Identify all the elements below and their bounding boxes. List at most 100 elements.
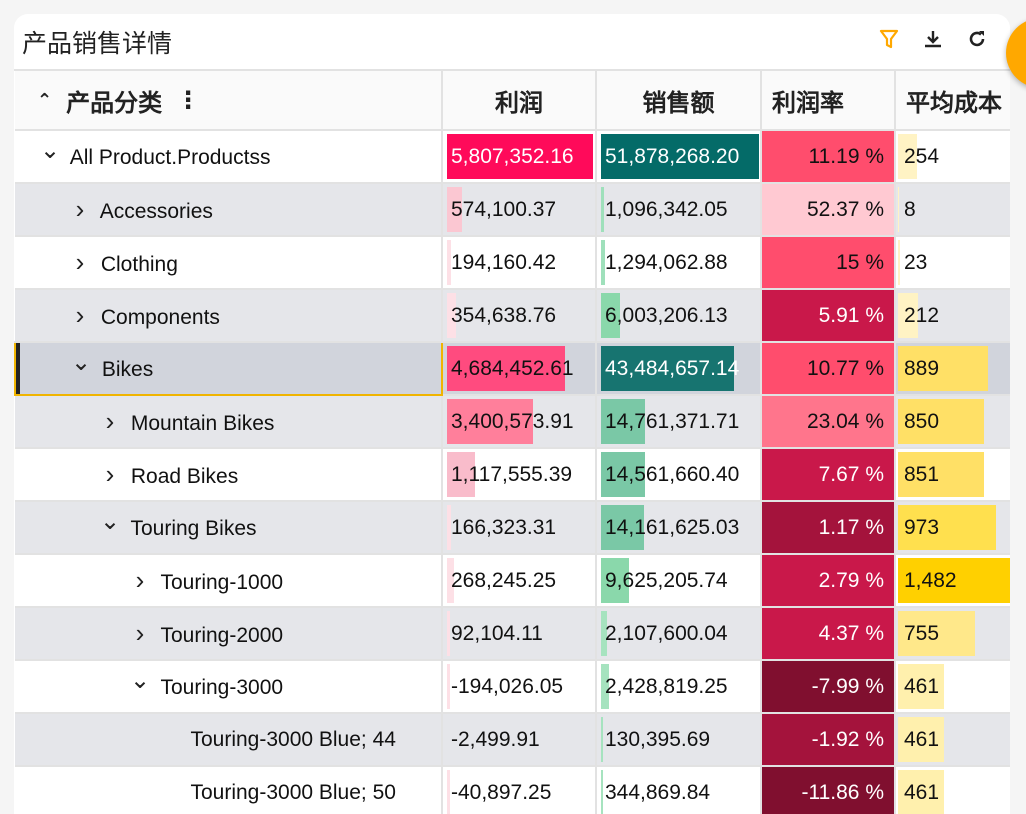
profit-rate-cell[interactable]: 10.77 %: [761, 342, 896, 396]
table-row[interactable]: ⌄ All Product.Productss 5,807,352.16 51,…: [15, 130, 1010, 184]
row-label-cell[interactable]: › Clothing: [15, 236, 443, 290]
chevron-down-icon[interactable]: ⌄: [99, 508, 121, 535]
sort-icon[interactable]: ⌃: [37, 89, 53, 110]
row-label-cell[interactable]: ⌄ Bikes: [14, 341, 443, 396]
column-menu-icon[interactable]: ⋮: [176, 86, 201, 114]
header-avg-cost[interactable]: 平均成本: [895, 71, 1010, 131]
sales-cell[interactable]: 1,294,062.88: [596, 236, 762, 290]
download-icon[interactable]: [922, 28, 944, 56]
chevron-right-icon[interactable]: ›: [105, 406, 115, 436]
avg-cost-cell[interactable]: 889: [895, 342, 1010, 396]
chevron-right-icon[interactable]: ›: [105, 459, 115, 489]
profit-rate-cell[interactable]: -7.99 %: [761, 660, 896, 714]
profit-rate-cell[interactable]: 15 %: [761, 236, 896, 290]
row-label-cell[interactable]: › Road Bikes: [15, 448, 443, 502]
avg-cost-cell[interactable]: 23: [895, 236, 1010, 290]
chevron-down-icon[interactable]: ⌄: [70, 349, 92, 376]
avg-cost-cell[interactable]: 850: [895, 395, 1010, 449]
sales-cell[interactable]: 344,869.84: [596, 766, 762, 814]
chevron-right-icon[interactable]: ›: [75, 194, 85, 224]
chevron-down-icon[interactable]: ⌄: [39, 137, 61, 164]
avg-cost-cell[interactable]: 461: [895, 766, 1010, 814]
avg-cost-cell[interactable]: 461: [895, 713, 1010, 767]
sales-cell[interactable]: 2,107,600.04: [596, 607, 762, 661]
row-label-cell[interactable]: Touring-3000 Blue; 44: [15, 713, 443, 767]
table-row[interactable]: ⌄ Touring Bikes 166,323.31 14,161,625.03…: [15, 501, 1010, 555]
avg-cost-cell[interactable]: 254: [895, 130, 1010, 184]
table-row[interactable]: ⌄ Bikes 4,684,452.61 43,484,657.14 10.77…: [14, 341, 1010, 396]
profit-cell[interactable]: 1,117,555.39: [442, 448, 597, 502]
profit-cell[interactable]: 354,638.76: [442, 289, 597, 343]
profit-cell[interactable]: 4,684,452.61: [442, 342, 597, 396]
row-label-cell[interactable]: › Accessories: [15, 183, 443, 237]
profit-cell[interactable]: 5,807,352.16: [442, 130, 597, 184]
profit-cell[interactable]: -40,897.25: [442, 766, 597, 814]
table-row[interactable]: › Accessories 574,100.37 1,096,342.05 52…: [15, 183, 1010, 237]
table-row[interactable]: › Mountain Bikes 3,400,573.91 14,761,371…: [15, 395, 1010, 449]
table-row[interactable]: › Road Bikes 1,117,555.39 14,561,660.40 …: [15, 448, 1010, 502]
profit-cell[interactable]: 166,323.31: [442, 501, 597, 555]
chevron-right-icon[interactable]: ›: [75, 247, 85, 277]
row-label-cell[interactable]: ⌄ Touring-3000: [15, 660, 443, 714]
profit-cell[interactable]: 92,104.11: [442, 607, 597, 661]
chevron-down-icon[interactable]: ⌄: [129, 667, 151, 694]
row-label-cell[interactable]: › Touring-2000: [15, 607, 443, 661]
row-label-cell[interactable]: ⌄ All Product.Productss: [15, 130, 443, 184]
profit-rate-cell[interactable]: 4.37 %: [761, 607, 896, 661]
row-label-cell[interactable]: › Touring-1000: [15, 554, 443, 608]
sales-cell[interactable]: 14,161,625.03: [596, 501, 762, 555]
table-row[interactable]: Touring-3000 Blue; 50 -40,897.25 344,869…: [15, 766, 1010, 814]
row-label-cell[interactable]: › Components: [15, 289, 443, 343]
header-sales[interactable]: 销售额: [596, 71, 762, 131]
avg-cost-cell[interactable]: 973: [895, 501, 1010, 555]
sales-cell[interactable]: 14,761,371.71: [596, 395, 762, 449]
profit-cell[interactable]: 268,245.25: [442, 554, 597, 608]
sales-cell[interactable]: 1,096,342.05: [596, 183, 762, 237]
profit-cell[interactable]: -194,026.05: [442, 660, 597, 714]
header-product-category[interactable]: ⌃ 产品分类 ⋮: [15, 71, 443, 131]
header-profit-rate[interactable]: 利润率: [761, 71, 896, 131]
sales-cell[interactable]: 51,878,268.20: [596, 130, 762, 184]
sales-cell[interactable]: 2,428,819.25: [596, 660, 762, 714]
sales-cell[interactable]: 130,395.69: [596, 713, 762, 767]
avg-cost-cell[interactable]: 8: [895, 183, 1010, 237]
profit-rate-cell[interactable]: 11.19 %: [761, 130, 896, 184]
profit-rate-cell[interactable]: -1.92 %: [761, 713, 896, 767]
avg-cost-cell[interactable]: 851: [895, 448, 1010, 502]
chevron-right-icon[interactable]: ›: [135, 565, 145, 595]
profit-rate-cell[interactable]: 7.67 %: [761, 448, 896, 502]
header-profit[interactable]: 利润: [442, 71, 597, 131]
chevron-right-icon[interactable]: ›: [75, 300, 85, 330]
floating-action-button[interactable]: [1006, 18, 1026, 88]
chevron-right-icon[interactable]: ›: [135, 618, 145, 648]
avg-cost-cell[interactable]: 212: [895, 289, 1010, 343]
table-row[interactable]: Touring-3000 Blue; 44 -2,499.91 130,395.…: [15, 713, 1010, 767]
row-label-cell[interactable]: › Mountain Bikes: [15, 395, 443, 449]
profit-cell[interactable]: 3,400,573.91: [442, 395, 597, 449]
avg-cost-cell[interactable]: 1,482: [895, 554, 1010, 608]
sales-cell[interactable]: 14,561,660.40: [596, 448, 762, 502]
table-row[interactable]: › Touring-2000 92,104.11 2,107,600.04 4.…: [15, 607, 1010, 661]
sales-cell[interactable]: 6,003,206.13: [596, 289, 762, 343]
profit-rate-cell[interactable]: -11.86 %: [761, 766, 896, 814]
profit-rate-cell[interactable]: 23.04 %: [761, 395, 896, 449]
profit-rate-cell[interactable]: 5.91 %: [761, 289, 896, 343]
table-row[interactable]: › Clothing 194,160.42 1,294,062.88 15 % …: [15, 236, 1010, 290]
refresh-icon[interactable]: [966, 28, 988, 56]
table-row[interactable]: › Touring-1000 268,245.25 9,625,205.74 2…: [15, 554, 1010, 608]
profit-rate-cell[interactable]: 2.79 %: [761, 554, 896, 608]
table-row[interactable]: ⌄ Touring-3000 -194,026.05 2,428,819.25 …: [15, 660, 1010, 714]
filter-icon[interactable]: [878, 28, 900, 56]
sales-cell[interactable]: 43,484,657.14: [596, 342, 762, 396]
profit-cell[interactable]: 574,100.37: [442, 183, 597, 237]
profit-cell[interactable]: 194,160.42: [442, 236, 597, 290]
profit-cell[interactable]: -2,499.91: [442, 713, 597, 767]
sales-cell[interactable]: 9,625,205.74: [596, 554, 762, 608]
row-label-cell[interactable]: Touring-3000 Blue; 50: [15, 766, 443, 814]
profit-rate-cell[interactable]: 1.17 %: [761, 501, 896, 555]
row-label-cell[interactable]: ⌄ Touring Bikes: [15, 501, 443, 555]
profit-rate-cell[interactable]: 52.37 %: [761, 183, 896, 237]
table-row[interactable]: › Components 354,638.76 6,003,206.13 5.9…: [15, 289, 1010, 343]
avg-cost-cell[interactable]: 461: [895, 660, 1010, 714]
avg-cost-cell[interactable]: 755: [895, 607, 1010, 661]
